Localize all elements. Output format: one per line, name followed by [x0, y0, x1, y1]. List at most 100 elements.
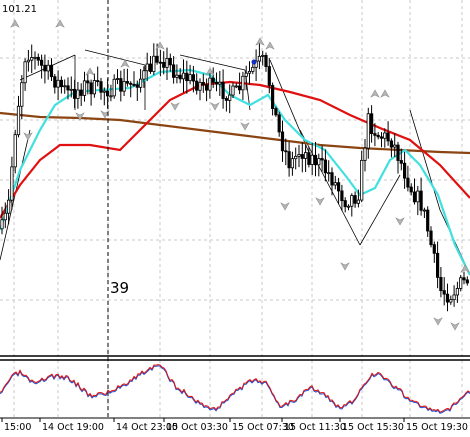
candle-body	[416, 190, 420, 203]
grid-lines	[0, 0, 470, 418]
candle-body	[234, 85, 238, 88]
candle-body	[142, 70, 146, 80]
candle-body	[237, 85, 242, 91]
candle-body	[396, 144, 400, 161]
candle-body	[442, 290, 446, 295]
candle-body	[185, 72, 189, 82]
candle-body	[267, 66, 271, 86]
candle-body	[426, 209, 430, 232]
candle-body	[383, 132, 387, 139]
candle-body	[175, 74, 179, 78]
candle-body	[40, 59, 44, 66]
candle-body	[284, 150, 288, 153]
fractal-up-icon	[10, 19, 20, 28]
candle-body	[389, 140, 394, 148]
candle-body	[459, 277, 463, 289]
price-label: 101.21	[2, 4, 37, 15]
candle-body	[300, 154, 304, 159]
candle-body	[379, 136, 384, 139]
candle-body	[261, 54, 265, 57]
fractal-down-icon	[210, 102, 220, 111]
candle-body	[360, 159, 364, 201]
candle-body	[89, 82, 93, 95]
candle-body	[162, 61, 166, 68]
candle-body	[303, 152, 308, 159]
candle-body	[280, 131, 285, 152]
candle-body	[244, 72, 248, 77]
candle-body	[307, 152, 311, 165]
candle-body	[333, 182, 337, 186]
candle-body	[406, 177, 410, 188]
candle-body	[92, 80, 96, 95]
fractal-up-icon	[85, 67, 95, 76]
candle-body	[330, 172, 334, 186]
candle-body	[79, 89, 83, 96]
fractal-down-icon	[240, 122, 250, 131]
fractal-up-icon	[155, 41, 165, 50]
candle-body	[69, 88, 73, 91]
candle-body	[112, 78, 116, 97]
fractal-up-icon	[55, 19, 65, 28]
fractal-down-icon	[170, 102, 180, 111]
candle-body	[247, 70, 252, 74]
candle-body	[82, 80, 87, 96]
candle-body	[76, 89, 80, 99]
candle-body	[178, 74, 182, 80]
candle-body	[376, 134, 380, 138]
candle-body	[16, 105, 21, 136]
candle-body	[20, 82, 24, 107]
candle-body	[422, 209, 427, 212]
candle-body	[36, 56, 40, 61]
candle-body	[455, 288, 460, 296]
fractal-up-icon	[205, 67, 215, 76]
candle-body	[343, 200, 347, 208]
time-label: 15 Oct 03:30	[166, 422, 228, 433]
oscillator-panel	[0, 364, 470, 414]
trend-line	[299, 129, 361, 246]
candle-body	[264, 54, 268, 67]
candle-body	[138, 78, 143, 88]
fractal-down-icon	[23, 132, 33, 141]
candle-body	[13, 134, 17, 168]
candle-body	[228, 94, 232, 101]
candle-body	[346, 205, 351, 208]
candle-body	[462, 277, 466, 281]
candle-body	[119, 78, 123, 92]
candle-body	[231, 85, 235, 96]
time-label: 14 Oct 23:00	[116, 422, 178, 433]
candle-body	[96, 80, 100, 83]
trend-line	[409, 109, 441, 211]
candle-body	[204, 84, 209, 91]
fractal-up-icon	[265, 41, 275, 50]
time-label: 15:00	[4, 422, 31, 433]
candle-body	[86, 80, 90, 84]
candle-body	[340, 190, 344, 202]
fractal-up-icon	[255, 37, 265, 46]
candle-body	[46, 64, 50, 72]
candle-body	[168, 58, 172, 66]
candle-body	[73, 88, 77, 99]
candle-body	[356, 199, 361, 204]
fractal-down-icon	[75, 112, 85, 121]
candle-body	[432, 244, 436, 254]
candle-body	[0, 219, 4, 230]
candle-body	[66, 85, 70, 91]
candle-body	[287, 151, 291, 169]
candle-body	[23, 61, 27, 84]
candle-body	[30, 57, 34, 61]
candle-body	[158, 61, 162, 64]
candle-body	[297, 154, 301, 157]
candle-body	[145, 63, 149, 72]
candle-body	[257, 55, 262, 62]
candle-body	[59, 79, 64, 88]
candle-body	[10, 166, 14, 201]
candle-body	[393, 144, 397, 148]
candle-body	[320, 158, 324, 161]
candle-body	[399, 160, 403, 164]
candle-body	[419, 190, 423, 211]
candle-body	[313, 154, 318, 166]
candle-body	[135, 84, 139, 88]
